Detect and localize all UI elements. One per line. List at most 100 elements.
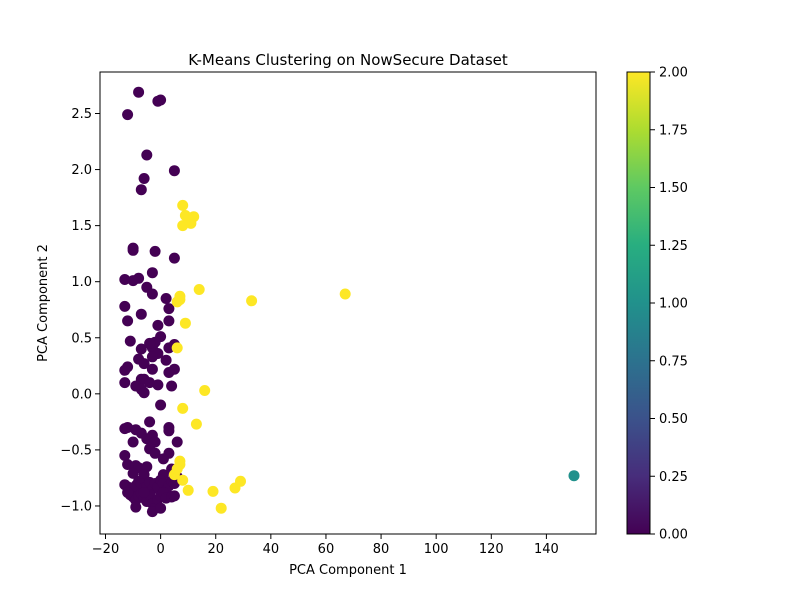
chart-title: K-Means Clustering on NowSecure Dataset bbox=[188, 51, 508, 69]
colorbar-tick-label: 0.50 bbox=[659, 412, 688, 427]
point-cluster-2-16 bbox=[190, 418, 202, 430]
point-cluster-0-42 bbox=[163, 367, 175, 378]
point-cluster-0-35 bbox=[146, 351, 158, 363]
point-cluster-0-18 bbox=[119, 300, 131, 312]
point-cluster-0-116 bbox=[155, 502, 167, 514]
colorbar: 0.00 0.25 0.50 0.75 1.00 1.25 1.50 1.75 2.00 bbox=[626, 66, 688, 543]
x-tick-label: −20 bbox=[92, 542, 119, 557]
colorbar-tick-label: 0.75 bbox=[659, 354, 688, 369]
plot-frame bbox=[99, 71, 597, 535]
x-tick-label: 100 bbox=[424, 542, 449, 557]
colorbar-tick-label: 1.75 bbox=[659, 123, 688, 138]
point-cluster-1-0 bbox=[568, 470, 580, 482]
point-cluster-2-26 bbox=[215, 502, 227, 514]
point-cluster-0-24 bbox=[152, 319, 164, 331]
point-cluster-0-10 bbox=[149, 245, 161, 257]
point-cluster-0-1 bbox=[122, 109, 134, 121]
point-cluster-0-4 bbox=[141, 149, 153, 161]
x-axis-ticks: −20 0 20 40 60 80 100 120 140 bbox=[92, 534, 559, 557]
y-tick-label: −0.5 bbox=[60, 443, 92, 458]
point-cluster-0-39 bbox=[138, 358, 150, 370]
point-cluster-0-62 bbox=[127, 436, 139, 448]
point-cluster-2-2 bbox=[179, 210, 191, 221]
point-cluster-0-40 bbox=[146, 363, 158, 375]
point-cluster-0-38 bbox=[119, 364, 131, 376]
point-cluster-2-12 bbox=[179, 317, 191, 329]
point-cluster-0-3 bbox=[152, 95, 164, 107]
point-cluster-2-9 bbox=[171, 296, 183, 308]
point-cluster-2-25 bbox=[235, 475, 246, 487]
point-cluster-0-36 bbox=[160, 354, 172, 366]
point-cluster-0-47 bbox=[152, 379, 164, 391]
point-cluster-0-114 bbox=[130, 501, 142, 513]
point-cluster-0-56 bbox=[144, 416, 156, 428]
point-cluster-0-118 bbox=[122, 487, 134, 498]
point-cluster-0-20 bbox=[135, 308, 147, 320]
point-cluster-2-23 bbox=[207, 485, 219, 497]
point-cluster-0-11 bbox=[168, 252, 180, 264]
colorbar-tick-label: 0.25 bbox=[659, 470, 688, 485]
x-tick-label: 140 bbox=[534, 542, 559, 557]
point-cluster-2-22 bbox=[182, 484, 194, 496]
point-cluster-0-51 bbox=[138, 387, 150, 399]
point-cluster-2-15 bbox=[177, 402, 189, 414]
point-cluster-2-21 bbox=[177, 474, 189, 486]
point-cluster-0-74 bbox=[127, 467, 139, 479]
colorbar-tick-label: 0.00 bbox=[659, 528, 688, 543]
point-cluster-0-6 bbox=[138, 173, 150, 184]
point-cluster-2-20 bbox=[171, 463, 183, 475]
point-cluster-0-7 bbox=[135, 184, 147, 196]
plot-area: −20 0 20 40 60 80 100 120 140 −1.0 −0.5 0.0 0.5 1.0 1… bbox=[60, 71, 597, 557]
point-cluster-0-21 bbox=[122, 315, 134, 327]
point-cluster-0-52 bbox=[155, 399, 167, 411]
y-tick-label: 0.0 bbox=[71, 387, 92, 402]
y-tick-label: 0.5 bbox=[71, 331, 92, 346]
point-cluster-0-45 bbox=[119, 377, 131, 389]
point-cluster-0-17 bbox=[146, 288, 158, 300]
colorbar-ticks: 0.00 0.25 0.50 0.75 1.00 1.25 1.50 1.75 2.00 bbox=[650, 66, 688, 543]
point-cluster-0-15 bbox=[127, 275, 139, 287]
point-cluster-2-11 bbox=[339, 288, 351, 300]
colorbar-tick-label: 2.00 bbox=[659, 66, 688, 81]
x-tick-label: 20 bbox=[207, 542, 224, 557]
y-tick-label: 1.0 bbox=[71, 275, 92, 290]
point-cluster-0-12 bbox=[119, 274, 131, 285]
x-tick-label: 120 bbox=[479, 542, 504, 557]
point-cluster-0-5 bbox=[168, 165, 180, 177]
colorbar-tick-label: 1.00 bbox=[659, 297, 688, 312]
point-cluster-0-23 bbox=[163, 315, 175, 327]
point-cluster-2-10 bbox=[246, 295, 258, 307]
y-tick-label: 2.0 bbox=[71, 163, 92, 178]
point-cluster-0-46 bbox=[144, 377, 156, 389]
point-cluster-2-0 bbox=[177, 199, 189, 211]
point-cluster-0-0 bbox=[133, 86, 145, 98]
x-axis-label: PCA Component 1 bbox=[289, 563, 407, 578]
point-cluster-2-13 bbox=[171, 342, 183, 354]
point-cluster-0-29 bbox=[144, 337, 156, 349]
point-cluster-0-58 bbox=[163, 425, 175, 437]
y-tick-label: 1.5 bbox=[71, 219, 92, 234]
point-cluster-2-5 bbox=[177, 220, 189, 232]
point-cluster-0-119 bbox=[138, 487, 150, 498]
y-axis-label: PCA Component 2 bbox=[36, 244, 51, 362]
point-cluster-0-9 bbox=[127, 244, 139, 256]
x-tick-label: 60 bbox=[318, 542, 335, 557]
point-cluster-0-70 bbox=[122, 459, 134, 470]
point-cluster-2-14 bbox=[199, 385, 211, 396]
point-cluster-0-69 bbox=[119, 450, 131, 461]
x-tick-label: 80 bbox=[373, 542, 390, 557]
colorbar-tick-label: 1.50 bbox=[659, 181, 688, 196]
point-cluster-0-22 bbox=[163, 303, 175, 315]
y-tick-label: −1.0 bbox=[60, 499, 92, 514]
point-cluster-0-13 bbox=[146, 267, 158, 279]
colorbar-tick-label: 1.25 bbox=[659, 239, 688, 254]
point-cluster-0-19 bbox=[160, 293, 172, 304]
point-cluster-0-117 bbox=[168, 490, 180, 502]
point-cluster-0-30 bbox=[135, 343, 147, 355]
point-cluster-0-98 bbox=[168, 478, 180, 489]
point-cluster-0-66 bbox=[149, 447, 161, 459]
point-cluster-0-68 bbox=[157, 453, 169, 465]
x-tick-label: 40 bbox=[263, 542, 280, 557]
point-cluster-0-25 bbox=[124, 335, 136, 347]
